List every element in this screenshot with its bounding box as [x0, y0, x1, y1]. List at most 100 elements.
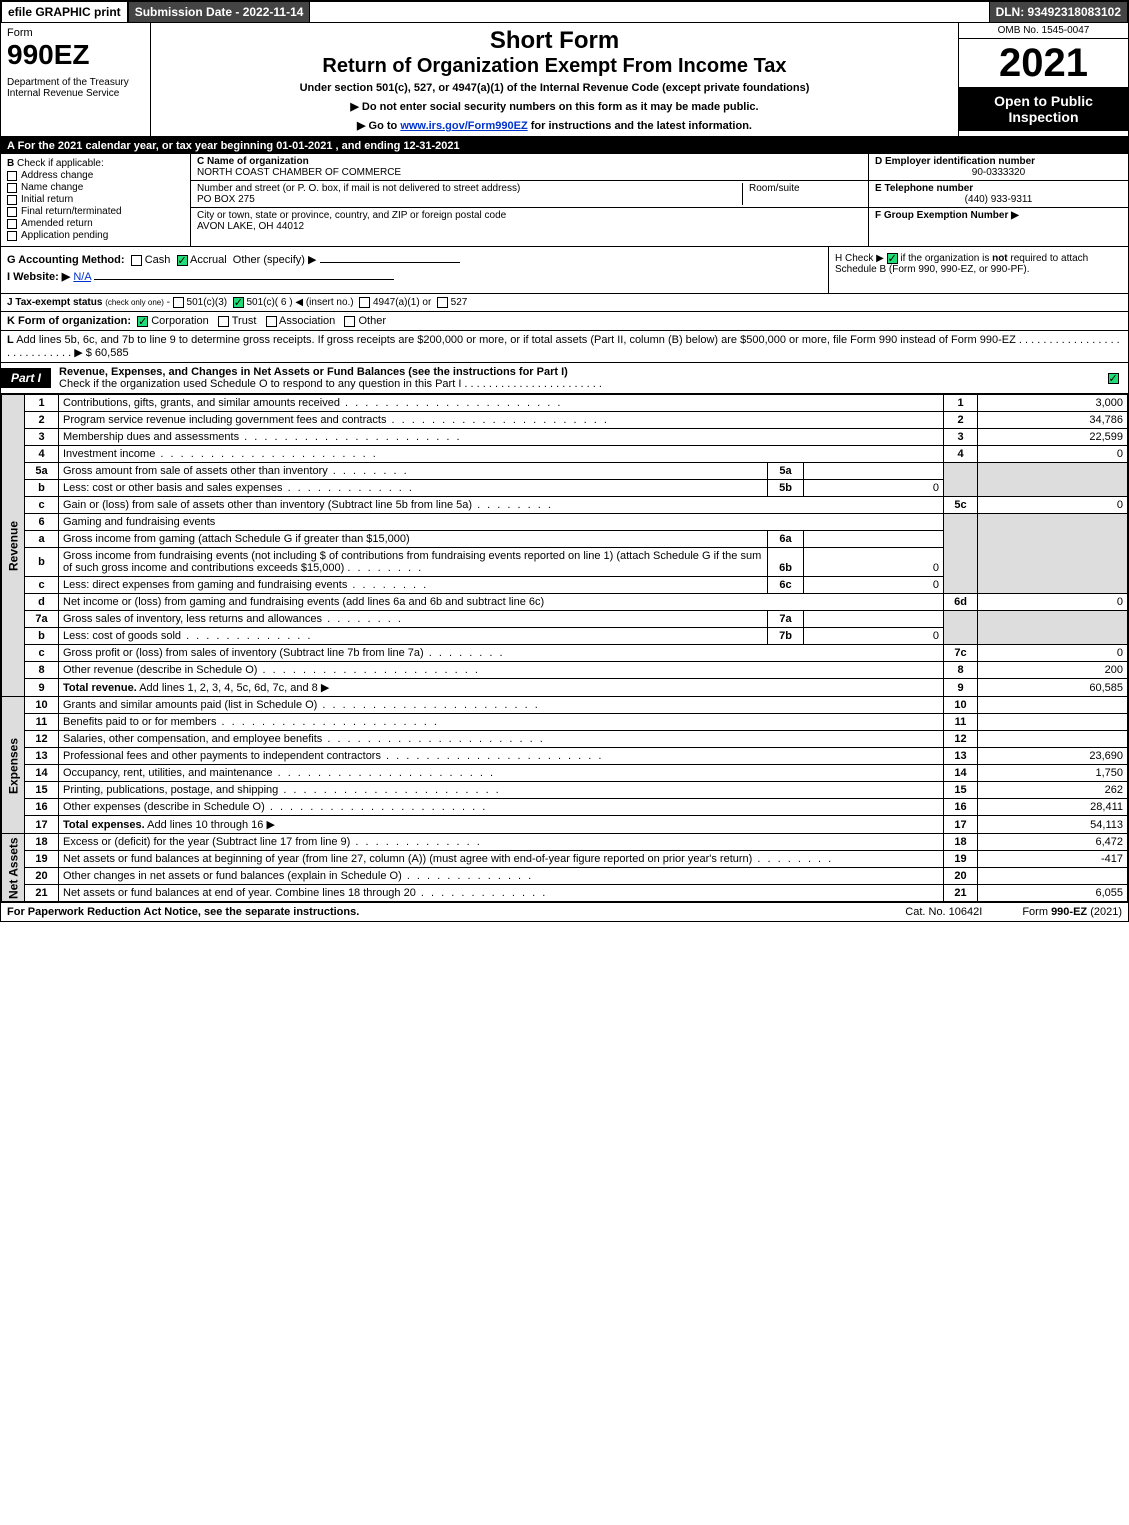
desc: Net assets or fund balances at beginning… [59, 851, 944, 868]
row-11: 11 Benefits paid to or for members 11 [2, 714, 1128, 731]
opt-initial-return[interactable]: Initial return [7, 194, 184, 205]
j-label: J Tax-exempt status [7, 297, 102, 308]
desc: Total expenses. Add lines 10 through 16 [59, 816, 944, 834]
checkbox-icon[interactable] [7, 183, 17, 193]
checkbox-corporation[interactable] [137, 316, 148, 327]
city-label: City or town, state or province, country… [197, 210, 506, 221]
rnum: 11 [944, 714, 978, 731]
part-1-tag: Part I [1, 368, 51, 388]
desc-text: Less: cost of goods sold [63, 630, 312, 642]
website-link[interactable]: N/A [73, 271, 91, 283]
checkbox-accrual[interactable] [177, 255, 188, 266]
entity-block: B Check if applicable: Address change Na… [1, 154, 1128, 247]
opt-application-pending[interactable]: Application pending [7, 230, 184, 241]
checkbox-schedule-o[interactable] [1108, 373, 1119, 384]
desc-text: Less: cost or other basis and sales expe… [63, 482, 414, 494]
i-label: I Website: ▶ [7, 271, 70, 283]
checkbox-icon[interactable] [7, 207, 17, 217]
rnum: 4 [944, 446, 978, 463]
desc-text: Contributions, gifts, grants, and simila… [63, 397, 562, 409]
sub-val: 0 [804, 480, 944, 497]
address-row: Number and street (or P. O. box, if mail… [191, 181, 868, 208]
checkbox-icon[interactable] [7, 231, 17, 241]
rnum: 16 [944, 799, 978, 816]
city-row: City or town, state or province, country… [191, 208, 868, 234]
sub-num: 7a [768, 611, 804, 628]
checkbox-4947[interactable] [359, 297, 370, 308]
desc: Less: cost of goods sold [59, 628, 768, 645]
part-1-title: Revenue, Expenses, and Changes in Net As… [51, 363, 1098, 393]
desc: Occupancy, rent, utilities, and maintena… [59, 765, 944, 782]
desc-text: Benefits paid to or for members [63, 716, 439, 728]
part-1-checkbox[interactable] [1098, 372, 1128, 384]
checkbox-cash[interactable] [131, 255, 142, 266]
checkbox-other-org[interactable] [344, 316, 355, 327]
opt-address-change[interactable]: Address change [7, 170, 184, 181]
rnum: 21 [944, 885, 978, 902]
row-9: 9 Total revenue. Add lines 1, 2, 3, 4, 5… [2, 679, 1128, 697]
desc-text: Membership dues and assessments [63, 431, 462, 443]
desc: Gaming and fundraising events [59, 514, 944, 531]
desc: Net assets or fund balances at end of ye… [59, 885, 944, 902]
ein-value: 90-0333320 [875, 167, 1122, 178]
checkbox-501c[interactable] [233, 297, 244, 308]
rnum: 2 [944, 412, 978, 429]
header-right: OMB No. 1545-0047 2021 Open to Public In… [958, 23, 1128, 136]
row-7c: c Gross profit or (loss) from sales of i… [2, 645, 1128, 662]
checkbox-icon[interactable] [7, 171, 17, 181]
desc-text: Excess or (deficit) for the year (Subtra… [63, 836, 482, 848]
desc-text: Add lines 1, 2, 3, 4, 5c, 6d, 7c, and 8 [139, 682, 318, 694]
desc-text: Gross sales of inventory, less returns a… [63, 613, 403, 625]
rnum: 8 [944, 662, 978, 679]
desc: Contributions, gifts, grants, and simila… [59, 395, 944, 412]
desc: Total revenue. Add lines 1, 2, 3, 4, 5c,… [59, 679, 944, 697]
department-label: Department of the Treasury Internal Reve… [7, 77, 144, 99]
checkbox-association[interactable] [266, 316, 277, 327]
rval: 28,411 [978, 799, 1128, 816]
opt-final-return[interactable]: Final return/terminated [7, 206, 184, 217]
form-header: Form 990EZ Department of the Treasury In… [1, 23, 1128, 138]
rval: 22,599 [978, 429, 1128, 446]
checkbox-trust[interactable] [218, 316, 229, 327]
total-exp-label: Total expenses. [63, 819, 145, 831]
checkbox-527[interactable] [437, 297, 448, 308]
rval: 34,786 [978, 412, 1128, 429]
desc-text: Other changes in net assets or fund bala… [63, 870, 533, 882]
checkbox-icon[interactable] [7, 195, 17, 205]
rnum: 10 [944, 697, 978, 714]
i-line: I Website: ▶ N/A [7, 270, 822, 283]
other-specify-input[interactable] [320, 262, 460, 263]
main-table: Revenue 1 Contributions, gifts, grants, … [1, 394, 1128, 902]
row-4: 4 Investment income 4 0 [2, 446, 1128, 463]
checkbox-h[interactable] [887, 253, 898, 264]
rnum: 20 [944, 868, 978, 885]
opt-name-change[interactable]: Name change [7, 182, 184, 193]
rval: 0 [978, 497, 1128, 514]
dots [347, 562, 423, 574]
ln: 9 [25, 679, 59, 697]
e-label: E Telephone number [875, 183, 1122, 194]
efile-label[interactable]: efile GRAPHIC print [1, 1, 128, 23]
rnum: 7c [944, 645, 978, 662]
h-pre: H Check ▶ [835, 253, 887, 264]
ln: 16 [25, 799, 59, 816]
opt-label: Name change [21, 182, 83, 193]
desc-text: Gross amount from sale of assets other t… [63, 465, 409, 477]
group-exemption-row: F Group Exemption Number ▶ [869, 208, 1128, 246]
row-17: 17 Total expenses. Add lines 10 through … [2, 816, 1128, 834]
ein-row: D Employer identification number 90-0333… [869, 154, 1128, 181]
d-label: D Employer identification number [875, 156, 1122, 167]
opt-amended-return[interactable]: Amended return [7, 218, 184, 229]
row-2: 2 Program service revenue including gove… [2, 412, 1128, 429]
irs-link[interactable]: www.irs.gov/Form990EZ [400, 120, 527, 132]
accrual-label: Accrual [190, 254, 227, 266]
checkbox-501c3[interactable] [173, 297, 184, 308]
desc-pre: Gross income from fundraising events (no… [63, 550, 326, 562]
row-13: 13 Professional fees and other payments … [2, 748, 1128, 765]
checkbox-icon[interactable] [7, 219, 17, 229]
rval: -417 [978, 851, 1128, 868]
part-1-title-bold: Revenue, Expenses, and Changes in Net As… [59, 366, 568, 378]
ln: 6 [25, 514, 59, 531]
opt-label: Application pending [21, 230, 108, 241]
row-8: 8 Other revenue (describe in Schedule O)… [2, 662, 1128, 679]
